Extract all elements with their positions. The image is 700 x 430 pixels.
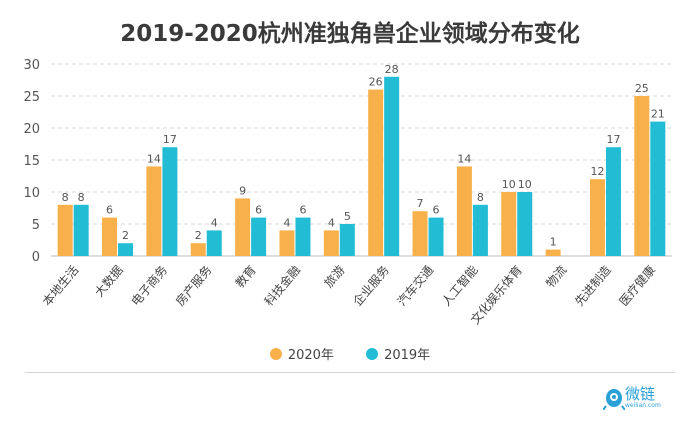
bar-2020 bbox=[57, 204, 73, 256]
data-label: 6 bbox=[106, 204, 113, 217]
data-label: 5 bbox=[344, 210, 351, 223]
x-tick-label: 人工智能 bbox=[438, 262, 480, 308]
x-tick-label: 企业服务 bbox=[350, 262, 392, 308]
x-tick-label: 医疗健康 bbox=[616, 262, 658, 308]
logo-text: 微链 bbox=[625, 385, 656, 403]
bar-2020 bbox=[456, 166, 472, 256]
legend: 2020年 2019年 bbox=[0, 344, 700, 364]
x-tick-label: 电子商务 bbox=[128, 262, 170, 308]
bar-2019 bbox=[517, 192, 533, 256]
x-tick-label: 大数据 bbox=[91, 262, 126, 299]
x-tick-label: 本地生活 bbox=[40, 263, 82, 309]
bar-2019 bbox=[472, 204, 488, 256]
chart-title: 2019-2020杭州准独角兽企业领域分布变化 bbox=[120, 21, 580, 47]
bar-2019 bbox=[339, 224, 355, 256]
data-label: 4 bbox=[211, 216, 218, 229]
data-label: 2 bbox=[122, 229, 129, 242]
bar-2020 bbox=[589, 179, 605, 256]
data-label: 8 bbox=[477, 191, 484, 204]
data-label: 2 bbox=[195, 229, 202, 242]
data-label: 17 bbox=[163, 133, 177, 146]
divider bbox=[25, 372, 675, 373]
bar-2020 bbox=[545, 249, 561, 256]
data-label: 21 bbox=[651, 108, 665, 121]
data-label: 25 bbox=[635, 82, 649, 95]
data-label: 6 bbox=[433, 204, 440, 217]
bar-2020 bbox=[368, 89, 384, 256]
bar-2020 bbox=[323, 230, 339, 256]
bar-2019 bbox=[118, 243, 134, 256]
bar-2019 bbox=[206, 230, 222, 256]
bar-2020 bbox=[412, 211, 428, 256]
x-tick-label: 旅游 bbox=[321, 263, 347, 290]
y-tick-label: 5 bbox=[32, 218, 40, 233]
bar-2019 bbox=[605, 147, 621, 256]
bar-2020 bbox=[279, 230, 295, 256]
data-label: 12 bbox=[590, 165, 604, 178]
weilian-logo: 微链 weilian.com bbox=[603, 386, 661, 410]
bar-2020 bbox=[634, 96, 650, 256]
bar-2020 bbox=[190, 243, 206, 256]
bar-2020 bbox=[501, 192, 517, 256]
y-tick-label: 25 bbox=[23, 90, 40, 105]
bar-2019 bbox=[251, 217, 267, 256]
legend-label: 2020年 bbox=[287, 348, 334, 363]
data-label: 17 bbox=[606, 133, 620, 146]
x-tick-label: 教育 bbox=[232, 262, 259, 290]
data-label: 10 bbox=[502, 178, 516, 191]
y-tick-label: 15 bbox=[23, 154, 40, 169]
data-label: 28 bbox=[385, 63, 399, 76]
y-tick-label: 0 bbox=[32, 250, 40, 265]
bar-2019 bbox=[295, 217, 311, 256]
bar-2019 bbox=[650, 121, 666, 256]
data-label: 7 bbox=[417, 197, 424, 210]
bar-2019 bbox=[428, 217, 444, 256]
legend-marker-2020 bbox=[269, 347, 282, 360]
data-label: 8 bbox=[62, 191, 69, 204]
bar-2020 bbox=[146, 166, 162, 256]
data-label: 6 bbox=[255, 204, 262, 217]
bar-2020 bbox=[102, 217, 118, 256]
data-label: 10 bbox=[518, 178, 532, 191]
data-label: 9 bbox=[239, 184, 246, 197]
y-tick-label: 20 bbox=[23, 122, 40, 137]
y-tick-label: 30 bbox=[23, 58, 40, 73]
x-tick-label: 科技金融 bbox=[261, 262, 303, 308]
mascot-icon bbox=[603, 389, 625, 410]
bar-2019 bbox=[162, 147, 178, 256]
bar-2019 bbox=[384, 76, 400, 256]
logo-url: weilian.com bbox=[625, 402, 661, 409]
data-label: 1 bbox=[550, 236, 557, 249]
bar-2019 bbox=[73, 204, 89, 256]
data-label: 4 bbox=[283, 216, 290, 229]
x-tick-label: 物流 bbox=[543, 263, 569, 290]
x-tick-label: 汽车交通 bbox=[394, 262, 436, 308]
y-tick-label: 10 bbox=[23, 186, 40, 201]
data-label: 6 bbox=[299, 204, 306, 217]
x-tick-label: 先进制造 bbox=[572, 263, 614, 309]
data-label: 14 bbox=[457, 152, 471, 165]
data-label: 14 bbox=[147, 152, 161, 165]
legend-label: 2019年 bbox=[384, 348, 431, 363]
data-label: 26 bbox=[369, 76, 383, 89]
data-label: 8 bbox=[78, 191, 85, 204]
legend-item-2019[interactable]: 2019年 bbox=[366, 344, 430, 363]
x-tick-label: 房产服务 bbox=[172, 262, 214, 308]
legend-marker-2019 bbox=[366, 347, 379, 360]
legend-item-2020[interactable]: 2020年 bbox=[269, 344, 334, 363]
data-label: 4 bbox=[328, 216, 335, 229]
bar-2020 bbox=[235, 198, 251, 256]
